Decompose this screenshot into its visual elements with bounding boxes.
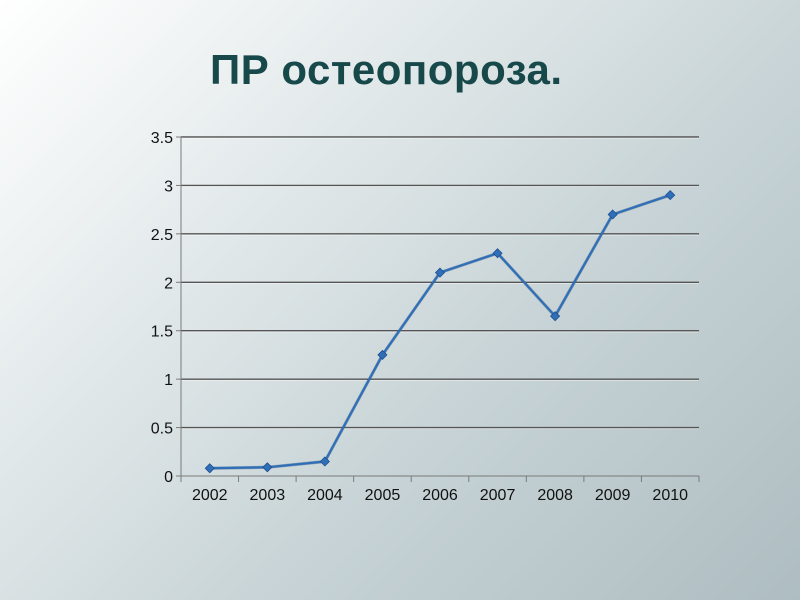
- data-point-marker: [204, 463, 215, 474]
- x-tick-label: 2004: [307, 487, 343, 504]
- data-point-marker: [665, 190, 676, 201]
- x-tick-label: 2009: [595, 487, 631, 504]
- slide-title: ПР остеопороза.: [210, 46, 563, 93]
- y-tick-label: 0: [164, 469, 173, 486]
- data-point-marker: [492, 248, 503, 259]
- data-point-marker: [262, 462, 273, 473]
- data-point-marker: [377, 349, 388, 360]
- y-tick-label: 2: [164, 275, 173, 292]
- x-tick-label: 2008: [537, 487, 573, 504]
- x-tick-label: 2010: [652, 487, 688, 504]
- x-tick-label: 2002: [192, 487, 228, 504]
- y-tick-label: 0.5: [151, 421, 173, 438]
- x-tick-label: 2005: [365, 487, 401, 504]
- y-tick-label: 3.5: [151, 130, 173, 147]
- data-point-marker: [607, 209, 618, 220]
- x-tick-label: 2007: [480, 487, 516, 504]
- x-tick-label: 2003: [250, 487, 286, 504]
- y-tick-label: 2.5: [151, 227, 173, 244]
- y-tick-label: 3: [164, 178, 173, 195]
- y-tick-label: 1.5: [151, 324, 173, 341]
- data-point-marker: [319, 456, 330, 467]
- data-point-marker: [434, 267, 446, 278]
- x-tick-label: 2006: [422, 487, 458, 504]
- y-tick-label: 1: [164, 372, 173, 389]
- data-point-marker: [550, 311, 561, 322]
